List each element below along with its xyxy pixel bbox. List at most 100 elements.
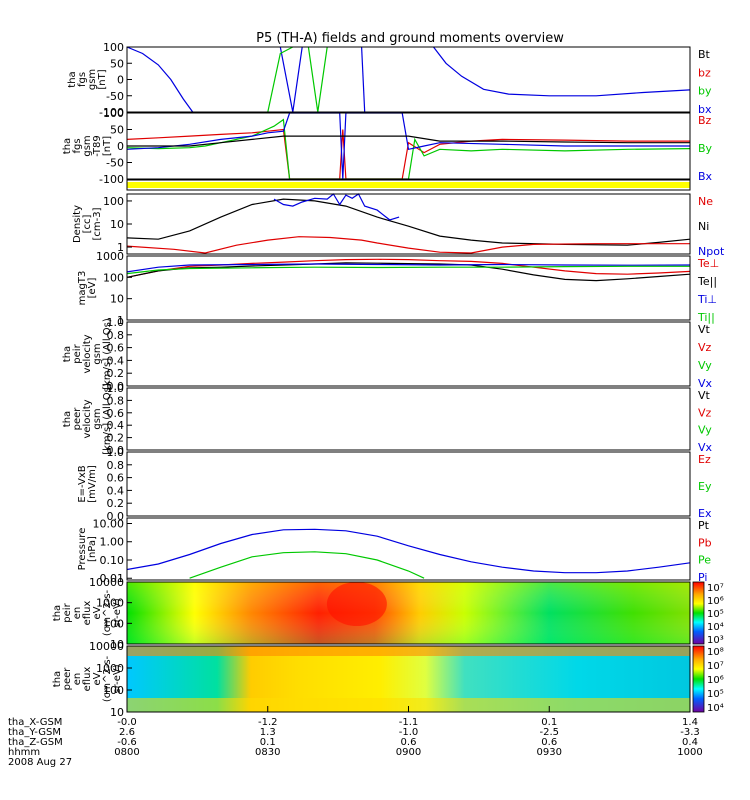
ylabel-line: en [72,673,83,686]
legend-Pe: Pe [698,554,711,567]
xaxis-value: 1.4 [682,717,698,728]
ylabel-line: tha [67,71,78,87]
legend-Npot: Npot [698,245,725,258]
xaxis-value: 1000 [677,747,702,758]
colorbar-label: 10⁷ [707,583,724,594]
ytick-label: 0.2 [107,432,125,445]
ylabel-line: [cm-3] [92,207,103,240]
ytick-label: -50 [106,157,124,170]
ylabel-line: eV [92,606,103,619]
legend-by: by [698,85,712,98]
ylabel-line: magT3 [77,271,88,306]
colorbar-label: 10⁴ [707,703,724,714]
legend-Pi: Pi [698,571,707,584]
ytick-label: 0.4 [107,354,125,367]
xaxis-value: 0.1 [541,717,557,728]
xaxis-value: -2.5 [539,727,559,738]
ytick-label: 50 [110,124,124,137]
series-pressure-Pe-1 [189,551,425,579]
ylabel-line: velocity [82,334,93,373]
colorbar-label: 10⁸ [707,647,724,658]
ylabel-line: Pressure [77,528,88,571]
ytick-label: 0.8 [107,329,125,342]
ytick-label: 1000 [96,662,124,675]
ion-spectrogram-shade [127,582,690,644]
ylabel-line: (cm^2-s- [102,655,113,702]
ytick-label: 0.4 [107,419,125,432]
ylabel-line: peir [72,343,83,363]
ytick-label: 0.6 [107,342,125,355]
series-temperature-Te||-1 [126,262,691,282]
ytick-label: 100 [103,195,124,208]
colorbar-label: 10⁶ [707,675,724,686]
ylabel-line: sr-eV) [112,664,123,693]
ylabel-line: tha [62,411,73,427]
panel-peer_en_eflux: 10000 1000 100 10 tha peer en eflux eV (cm^2-s-sr… [52,640,724,719]
legend-Ni: Ni [698,220,709,233]
series-fgs_t89-Bt-3 [127,135,690,147]
xaxis-row-label: tha_X-GSM [8,717,62,728]
ytick-label: 10000 [89,576,124,589]
ylabel-line: eflux [82,667,93,692]
xaxis-value: 0.6 [401,737,417,748]
legend-Ti⊥: Ti⊥ [697,293,717,306]
panel-temperature: 1000 100 10 1 magT3 [eV] Te⊥ Te|| Ti⊥ Ti|| [77,250,719,327]
legend-Bt: Bt [698,48,711,61]
legend-Vx: Vx [698,441,713,454]
ytick-label: 0.0 [107,444,125,457]
quality-flag-bar [127,182,690,188]
colorbar-label: 10⁵ [707,689,724,700]
ytick-label: 100 [103,684,124,697]
legend-Ex: Ex [698,507,712,520]
ytick-label: 10000 [89,640,124,653]
series-fgs-bx-2 [361,46,366,113]
legend-Bz: Bz [698,114,712,127]
ytick-label: 1.0 [107,382,125,395]
colorbar-label: 10³ [707,635,724,646]
ylabel-line: [cc] [82,215,93,234]
ylabel-line: [km/s] (All Qs) [102,383,113,455]
legend-Ti||: Ti|| [697,311,715,324]
legend-Vy: Vy [698,424,712,437]
ylabel-line: E=-VxB [77,465,88,502]
panel-frame-efield [126,451,691,517]
ylabel-line: fgs [77,72,88,87]
ylabel-line: -T89 [92,135,103,157]
xaxis-value: -0.6 [117,737,137,748]
series-density-Npot-2 [273,193,400,221]
ytick-label: 0 [117,74,124,87]
ytick-label: 1000 [96,597,124,610]
ylabel-line: [nT] [102,136,113,156]
legend-By: By [698,142,713,155]
ytick-label: 0.2 [107,497,125,510]
panel-frame-fgs [126,46,691,113]
figure-title: P5 (TH-A) fields and ground moments over… [256,31,564,46]
legend-Te⊥: Te⊥ [697,257,719,270]
series-fgs-bx-0 [126,46,194,113]
ylabel-line: peer [72,407,83,431]
ytick-label: 0.01 [100,572,125,585]
series-temperature-Ti⊥-2 [126,263,691,273]
ytick-label: 1000 [96,250,124,263]
legend-Vt: Vt [698,323,711,336]
ylabel-line: [km/s] (All Qs) [102,318,113,390]
series-fgs_t89-Bz-0 [126,128,690,180]
legend-Te||: Te|| [697,275,717,288]
legend-Vy: Vy [698,359,712,372]
xaxis-value: 1.3 [260,727,276,738]
xaxis-row-label: tha_Z-GSM [8,737,63,748]
xaxis-value: 2.6 [119,727,135,738]
ytick-label: -100 [99,173,124,186]
ylabel-line: tha [52,671,63,687]
ytick-label: 100 [103,107,124,120]
xaxis-value: -1.2 [258,717,278,728]
ytick-label: 100 [103,271,124,284]
ylabel-line: eV [92,672,103,685]
colorbar-peir_en_eflux [692,581,705,645]
ylabel-line: eflux [82,601,93,626]
ylabel-line: Density [72,205,83,243]
colorbar-label: 10⁵ [707,609,724,620]
